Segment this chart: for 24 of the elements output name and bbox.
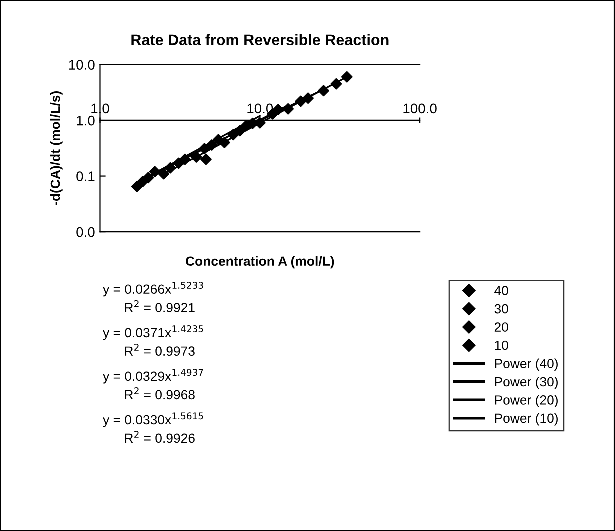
y-tick-label: 10.0 bbox=[69, 60, 95, 70]
x-axis-title: Concentration A (mol/L) bbox=[186, 256, 334, 269]
text: y = 0.0266x$^{1.5233}$ bbox=[103, 282, 204, 297]
legend-label: Power (20) bbox=[495, 395, 558, 408]
text: R$^{2}$ = 0.9926 bbox=[125, 431, 195, 444]
text: R$^{2}$ = 0.9968 bbox=[125, 388, 195, 400]
legend-label: 20 bbox=[494, 322, 508, 332]
legend-label: Power (30) bbox=[495, 376, 558, 390]
text: y = 0.0330x$^{1.5615}$ bbox=[103, 412, 204, 428]
y-tick-label: 0.0 bbox=[76, 227, 95, 238]
y-tick-label: 0.1 bbox=[76, 172, 95, 182]
chart-title: Rate Data from Reversible Reaction bbox=[132, 34, 389, 46]
text: R$^{2}$ = 0.9921 bbox=[125, 300, 195, 312]
y-axis-title: -d(CA)/dt (mol/L/s) bbox=[50, 92, 63, 206]
text: y = 0.0371x$^{1.4235}$ bbox=[103, 326, 204, 340]
legend-label: Power (10) bbox=[495, 413, 558, 426]
text: R$^{2}$ = 0.9973 bbox=[125, 344, 195, 356]
x-tick-label: 100.0 bbox=[404, 104, 437, 114]
y-tick-label: 1.0 bbox=[77, 116, 95, 126]
text: y = 0.0329x$^{1.4937}$ bbox=[103, 369, 204, 384]
legend-label: 40 bbox=[494, 286, 508, 296]
legend-label: 30 bbox=[494, 304, 508, 314]
legend-label: Power (40) bbox=[495, 358, 558, 372]
legend-label: 10 bbox=[495, 340, 508, 350]
